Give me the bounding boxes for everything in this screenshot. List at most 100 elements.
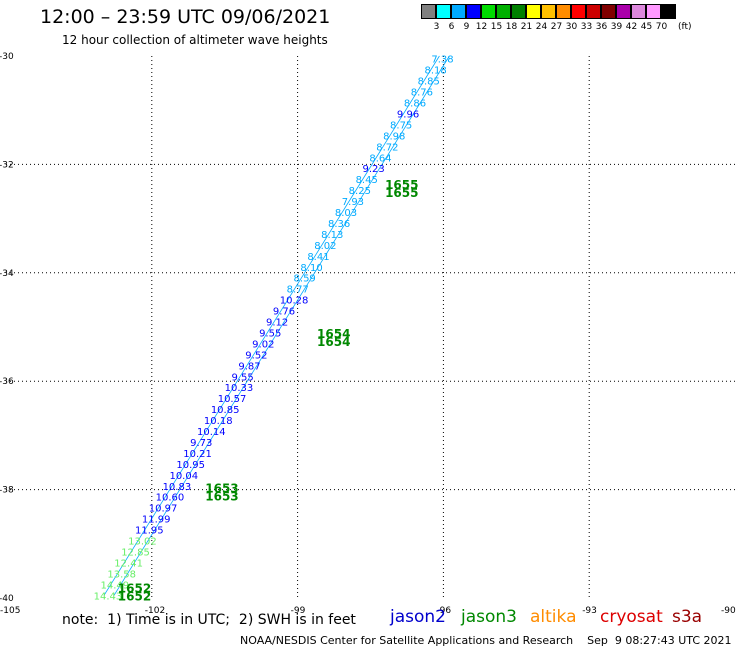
swh-label: 8.72 [376,142,398,153]
legend-swatch [646,4,661,19]
legend-label: 36 [595,22,608,32]
legend-label: 39 [610,22,623,32]
satellite-name: jason3 [461,607,517,627]
swh-label: 8.98 [383,131,405,142]
pass-time-label: 1653 [205,489,238,503]
satellite-name: s3a [672,607,703,627]
plot-frame [6,56,735,598]
lat-tick-label: -34 [0,269,14,279]
legend-swatch [436,4,451,19]
swh-label: 7.93 [342,197,364,208]
swh-label: 8.41 [307,252,329,263]
swh-label: 8.13 [321,230,343,241]
satellite-name: cryosat [600,607,663,627]
legend-swatch [421,4,436,19]
swh-label: 10.95 [176,460,205,471]
legend-swatch [556,4,571,19]
swh-label: 10.57 [218,394,247,405]
swh-label: 8.77 [287,285,309,296]
lon-tick-label: -96 [436,606,451,616]
satellite-track [113,55,450,596]
swh-label: 12.41 [114,558,143,569]
legend-swatch [631,4,646,19]
swh-label: 7.38 [431,55,453,66]
swh-label: 14.49 [101,580,130,591]
swh-label: 8.75 [390,120,412,131]
legend-swatch [586,4,601,19]
lat-tick-label: -36 [0,377,14,387]
swh-label: 9.96 [397,109,419,120]
swh-label: 9.55 [259,328,281,339]
swh-label: 9.76 [273,307,295,318]
footer-credit: NOAA/NESDIS Center for Satellite Applica… [240,634,732,647]
legend-label: 24 [535,22,548,32]
legend-swatch [601,4,616,19]
legend-swatch [526,4,541,19]
swh-label: 10.04 [169,471,198,482]
lat-tick-label: -40 [0,594,14,604]
swh-label: 10.28 [280,296,309,307]
swh-label: 9.12 [266,318,288,329]
legend-swatch [661,4,676,19]
lon-tick-label: -93 [582,606,597,616]
satellite-track [103,55,440,596]
swh-label: 8.85 [418,77,440,88]
pass-time-label: 1654 [317,327,350,341]
swh-label: 8.25 [349,186,371,197]
swh-label: 9.73 [190,438,212,449]
pass-time-label: 1655 [385,178,418,192]
legend-swatch [496,4,511,19]
swh-label: 10.83 [163,482,192,493]
legend-label: 42 [625,22,638,32]
pass-time-label: 1655 [385,186,418,200]
pass-time-label: 1654 [317,335,350,349]
swh-label: 10.14 [197,427,226,438]
lon-tick-label: -99 [291,606,306,616]
swh-label: 12.85 [121,547,150,558]
lat-tick-label: -30 [0,52,14,62]
legend-label: 21 [520,22,533,32]
satellite-name: altika [530,607,577,627]
lat-tick-label: -32 [0,160,14,170]
swh-label: 8.03 [335,208,357,219]
swh-label: 11.95 [135,526,164,537]
swh-label: 9.52 [245,350,267,361]
pass-time-label: 1652 [118,590,151,604]
legend-unit: (ft) [678,22,692,32]
swh-label: 11.99 [142,515,171,526]
legend-label: 15 [490,22,503,32]
legend-label: 45 [640,22,653,32]
pass-time-label: 1653 [205,481,238,495]
legend-swatch [511,4,526,19]
swh-label: 9.87 [238,361,260,372]
lon-tick-label: -105 [0,606,20,616]
swh-label: 10.18 [204,416,233,427]
legend-label: 30 [565,22,578,32]
legend-label: 18 [505,22,518,32]
swh-label: 8.36 [328,219,350,230]
swh-label: 10.21 [183,449,212,460]
legend-swatch [571,4,586,19]
swh-label: 10.85 [211,405,240,416]
swh-label: 9.02 [252,339,274,350]
legend-label: 27 [550,22,563,32]
legend-swatch [481,4,496,19]
swh-label: 8.64 [369,153,391,164]
swh-label: 13.02 [128,537,157,548]
swh-label: 8.18 [425,66,447,77]
legend-label: 33 [580,22,593,32]
lon-tick-label: -102 [145,606,165,616]
swh-label: 10.33 [225,383,254,394]
swh-label: 13.58 [107,569,136,580]
legend-swatch [466,4,481,19]
pass-time-label: 1652 [118,582,151,596]
swh-label: 8.10 [300,263,322,274]
legend-label: 70 [655,22,668,32]
footer-note: note: 1) Time is in UTC; 2) SWH is in fe… [62,612,356,628]
swh-label: 8.45 [356,175,378,186]
satellite-name: jason2 [390,607,446,627]
swh-label: 10.97 [149,504,178,515]
page-subtitle: 12 hour collection of altimeter wave hei… [62,33,328,47]
legend-swatch [616,4,631,19]
